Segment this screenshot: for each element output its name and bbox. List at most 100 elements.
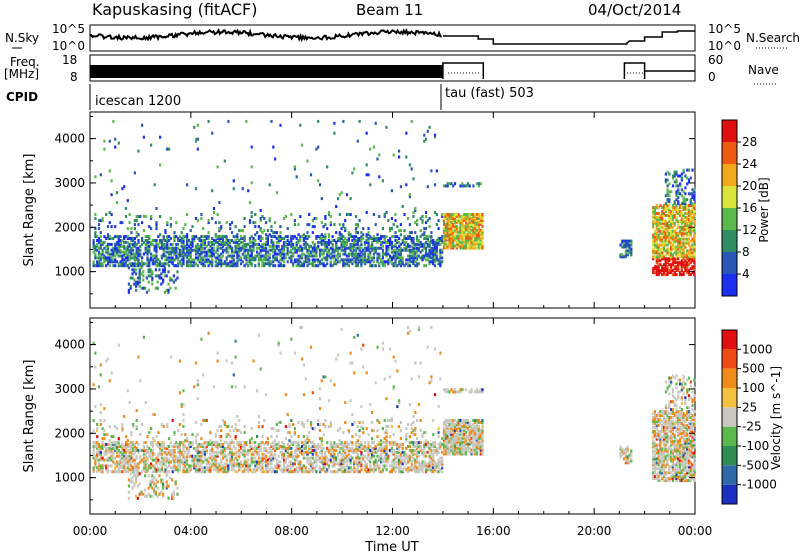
echo-cell xyxy=(148,452,151,456)
echo-cell xyxy=(412,466,415,470)
echo-cell xyxy=(191,258,194,262)
echo-cell xyxy=(433,183,437,187)
echo-cell xyxy=(162,462,165,466)
echo-cell xyxy=(234,264,237,268)
echo-cell xyxy=(241,240,244,244)
echo-cell xyxy=(682,271,685,275)
echo-cell xyxy=(140,266,143,270)
echo-cell xyxy=(306,458,309,462)
echo-cell xyxy=(655,204,658,208)
echo-cell xyxy=(376,246,379,250)
echo-cell xyxy=(225,456,228,460)
echo-cell xyxy=(327,213,331,216)
echo-cell xyxy=(381,470,384,474)
echo-cell xyxy=(378,454,381,458)
echo-cell xyxy=(383,262,386,266)
echo-cell xyxy=(428,252,431,256)
echo-cell xyxy=(150,462,153,466)
echo-cell xyxy=(133,237,136,240)
echo-cell xyxy=(277,264,280,268)
echo-cell xyxy=(671,247,674,251)
echo-cell xyxy=(254,254,257,258)
echo-cell xyxy=(628,245,631,249)
echo-cell xyxy=(691,267,694,271)
echo-cell xyxy=(257,452,260,456)
echo-cell xyxy=(110,470,113,474)
echo-cell xyxy=(664,273,667,277)
echo-cell xyxy=(416,258,419,262)
echo-cell xyxy=(452,213,455,216)
echo-cell xyxy=(392,448,395,452)
echo-cell xyxy=(135,446,138,450)
echo-cell xyxy=(441,248,444,252)
echo-cell xyxy=(333,448,336,452)
echo-cell xyxy=(202,227,205,231)
echo-cell xyxy=(259,460,262,464)
echo-cell xyxy=(666,208,669,211)
echo-cell xyxy=(268,217,271,220)
echo-cell xyxy=(677,188,680,192)
echo-cell xyxy=(308,254,311,258)
echo-cell xyxy=(112,452,115,456)
echo-cell xyxy=(394,262,397,266)
echo-cell xyxy=(317,458,320,462)
echo-cell xyxy=(225,470,228,474)
echo-cell xyxy=(281,450,284,454)
echo-cell xyxy=(628,243,631,247)
echo-cell xyxy=(354,227,358,231)
echo-cell xyxy=(399,233,402,237)
echo-cell xyxy=(173,466,176,470)
echo-cell xyxy=(299,468,302,472)
echo-cell xyxy=(470,213,473,216)
echo-cell xyxy=(214,466,217,470)
echo-cell xyxy=(96,445,99,448)
echo-cell xyxy=(655,212,658,215)
echo-cell xyxy=(115,445,119,448)
echo-cell xyxy=(322,462,325,466)
echo-cell xyxy=(369,448,372,452)
echo-cell xyxy=(666,229,669,233)
echo-cell xyxy=(96,458,99,462)
echo-cell xyxy=(124,456,128,460)
echo-cell xyxy=(682,231,685,235)
echo-cell xyxy=(342,466,345,470)
echo-cell xyxy=(265,464,268,468)
echo-cell xyxy=(329,448,332,452)
echo-cell xyxy=(349,441,352,445)
echo-cell xyxy=(441,215,444,218)
echo-cell xyxy=(167,270,170,274)
echo-cell xyxy=(221,237,225,240)
echo-cell xyxy=(652,212,655,215)
echo-cell xyxy=(135,470,138,474)
echo-cell xyxy=(324,256,327,260)
echo-cell xyxy=(239,258,243,262)
echo-cell xyxy=(410,256,413,260)
echo-cell xyxy=(673,251,676,255)
echo-cell xyxy=(92,240,95,244)
echo-cell xyxy=(680,172,683,176)
echo-cell xyxy=(309,456,313,460)
echo-cell xyxy=(424,248,428,252)
echo-cell xyxy=(475,213,479,216)
echo-cell xyxy=(221,464,225,468)
echo-cell xyxy=(99,456,102,460)
echo-cell xyxy=(322,250,325,254)
echo-cell xyxy=(324,246,327,250)
echo-cell xyxy=(430,252,433,256)
echo-cell xyxy=(365,131,368,135)
echo-cell xyxy=(664,259,667,263)
echo-cell xyxy=(297,470,300,474)
echo-cell xyxy=(153,246,156,250)
echo-cell xyxy=(114,145,117,149)
echo-cell xyxy=(412,240,415,244)
echo-cell xyxy=(162,441,165,445)
echo-cell xyxy=(302,452,305,456)
echo-cell xyxy=(200,244,203,248)
echo-cell xyxy=(371,248,374,252)
echo-cell xyxy=(150,450,153,454)
echo-cell xyxy=(194,468,198,472)
echo-cell xyxy=(232,240,235,244)
echo-cell xyxy=(342,235,345,239)
echo-cell xyxy=(381,179,384,183)
echo-cell xyxy=(430,237,433,240)
